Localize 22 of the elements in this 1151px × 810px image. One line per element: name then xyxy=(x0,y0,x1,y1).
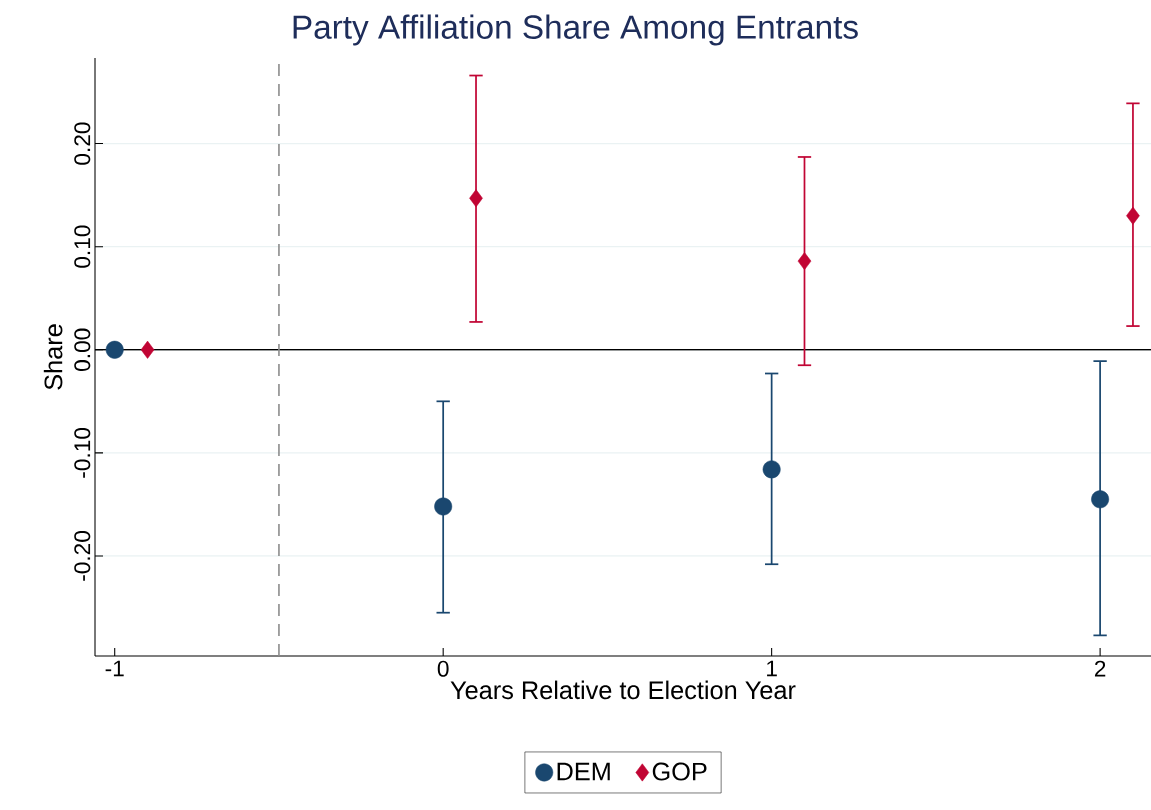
legend-label: GOP xyxy=(652,762,707,781)
point xyxy=(1091,490,1110,509)
legend-label: DEM xyxy=(557,762,610,781)
point xyxy=(762,460,781,479)
x-tick-label: -1 xyxy=(105,660,124,677)
point xyxy=(797,252,812,271)
x-tick-label: 2 xyxy=(1094,660,1106,677)
point xyxy=(434,497,453,516)
y-tick-label: -0.10 xyxy=(74,427,91,478)
x-axis-title: Years Relative to Election Year xyxy=(450,680,796,700)
y-tick-label: -0.20 xyxy=(74,531,91,581)
chart-title: Party Affiliation Share Among Entrants xyxy=(293,14,858,46)
x-tick-label: 1 xyxy=(767,660,777,677)
y-axis-title: Share xyxy=(43,324,63,390)
point xyxy=(105,340,124,359)
y-tick-label: 0.20 xyxy=(74,122,91,165)
x-tick-label: 0 xyxy=(437,660,449,677)
point xyxy=(1126,206,1140,225)
point xyxy=(469,189,483,208)
point xyxy=(140,340,155,359)
y-tick-label: 0.10 xyxy=(74,225,91,268)
y-tick-label: 0.00 xyxy=(74,328,91,371)
